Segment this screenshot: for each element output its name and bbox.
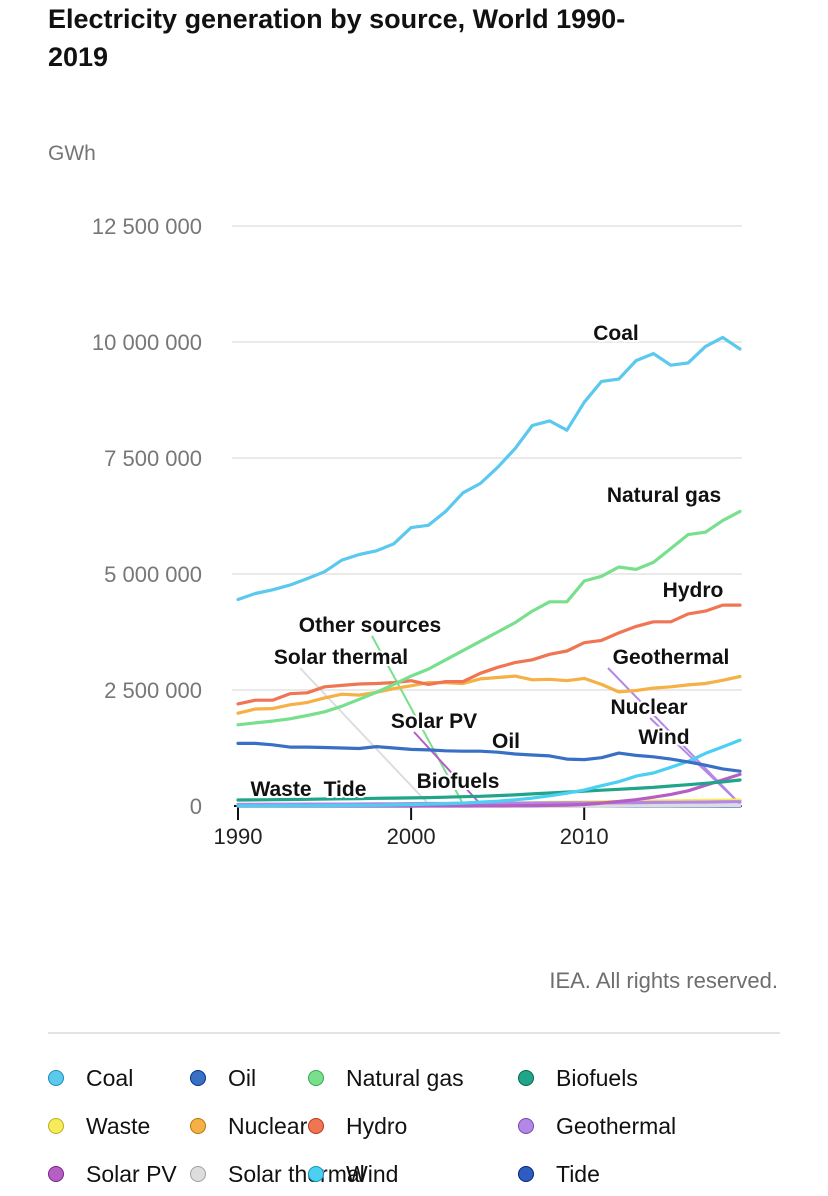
series-label-solar-pv: Solar PV — [391, 710, 477, 733]
legend-label: Geothermal — [556, 1112, 677, 1139]
legend: Coal Oil Natural gas Biofuels Waste Nucl… — [48, 1064, 738, 1188]
y-tick-label: 5 000 000 — [104, 562, 202, 587]
legend-dot-icon — [518, 1118, 534, 1134]
series-label-solar-thermal: Solar thermal — [274, 646, 408, 669]
y-tick-label: 0 — [190, 794, 202, 819]
y-tick-label: 10 000 000 — [92, 330, 202, 355]
series-label-geothermal: Geothermal — [613, 646, 730, 669]
series-labels: Coal Natural gas Hydro Geothermal Nuclear Win… — [248, 320, 731, 803]
series-label-natural-gas: Natural gas — [607, 484, 721, 507]
y-tick-label: 12 500 000 — [92, 214, 202, 239]
legend-dot-icon — [518, 1166, 534, 1182]
legend-label: Nuclear — [228, 1112, 308, 1139]
legend-item[interactable]: Geothermal — [518, 1112, 738, 1140]
series-line-hydro — [236, 603, 742, 706]
legend-item[interactable]: Natural gas — [308, 1064, 518, 1092]
label-leader-line — [649, 717, 741, 805]
x-tick-label: 1990 — [214, 824, 263, 849]
legend-dot-icon — [48, 1118, 64, 1134]
copyright-credit: IEA. All rights reserved. — [549, 968, 778, 993]
series-line-coal — [236, 335, 742, 602]
legend-divider — [48, 1032, 780, 1034]
legend-dot-icon — [308, 1118, 324, 1134]
series-label-wind: Wind — [638, 726, 689, 749]
legend-item[interactable]: Nuclear — [190, 1112, 308, 1140]
y-tick-label: 2 500 000 — [104, 678, 202, 703]
legend-item[interactable]: Biofuels — [518, 1064, 738, 1092]
x-axis: 1990 2000 2010 — [214, 805, 742, 849]
legend-item[interactable]: Coal — [48, 1064, 190, 1092]
legend-label: Waste — [86, 1112, 151, 1139]
legend-item[interactable]: Hydro — [308, 1112, 518, 1140]
line-chart: 0 2 500 000 5 000 000 7 500 000 10 000 000 12… — [92, 214, 742, 849]
legend-item[interactable]: Solar PV — [48, 1160, 190, 1188]
legend-dot-icon — [308, 1070, 324, 1086]
series-line-nuclear — [236, 674, 742, 715]
series-label-tide: Tide — [324, 778, 367, 801]
y-axis-unit-label: GWh — [48, 142, 96, 165]
chart-title: Electricity generation by source, World … — [48, 4, 626, 72]
legend-dot-icon — [308, 1166, 324, 1182]
legend-label: Wind — [346, 1160, 399, 1187]
legend-label: Hydro — [346, 1112, 408, 1139]
legend-label: Natural gas — [346, 1064, 464, 1091]
legend-label: Tide — [556, 1160, 600, 1187]
y-tick-labels: 0 2 500 000 5 000 000 7 500 000 10 000 000 12… — [92, 214, 202, 819]
series-label-biofuels: Biofuels — [417, 770, 500, 793]
legend-label: Solar thermal — [228, 1160, 365, 1187]
legend-dot-icon — [518, 1070, 534, 1086]
x-tick-label: 2010 — [560, 824, 609, 849]
series-line-biofuels — [236, 778, 742, 802]
series-label-waste: Waste — [250, 778, 311, 801]
series-label-other-sources: Other sources — [299, 614, 441, 637]
label-leader-line — [299, 667, 430, 805]
legend-label: Solar PV — [86, 1160, 177, 1187]
label-leader-line — [413, 731, 482, 805]
series-label-nuclear: Nuclear — [610, 696, 687, 719]
series-line-wind — [236, 738, 742, 808]
legend-item[interactable]: Wind — [308, 1160, 518, 1188]
legend-label: Oil — [228, 1064, 257, 1091]
label-leader-line — [371, 635, 464, 805]
series-label-hydro: Hydro — [663, 579, 724, 602]
legend-dot-icon — [190, 1166, 206, 1182]
legend-item[interactable]: Tide — [518, 1160, 738, 1188]
series-label-coal: Coal — [593, 322, 639, 345]
legend-label: Biofuels — [556, 1064, 638, 1091]
legend-dot-icon — [190, 1070, 206, 1086]
legend-dot-icon — [190, 1118, 206, 1134]
legend-item[interactable]: Waste — [48, 1112, 190, 1140]
series-line-natural-gas — [236, 509, 742, 727]
series-label-oil: Oil — [492, 730, 520, 753]
legend-dot-icon — [48, 1166, 64, 1182]
series-line-oil — [236, 741, 742, 773]
legend-item[interactable]: Solar thermal — [190, 1160, 365, 1188]
x-tick-label: 2000 — [387, 824, 436, 849]
legend-item[interactable]: Oil — [190, 1064, 308, 1092]
series-lines — [236, 335, 742, 808]
y-tick-label: 7 500 000 — [104, 446, 202, 471]
legend-dot-icon — [48, 1070, 64, 1086]
legend-label: Coal — [86, 1064, 134, 1091]
